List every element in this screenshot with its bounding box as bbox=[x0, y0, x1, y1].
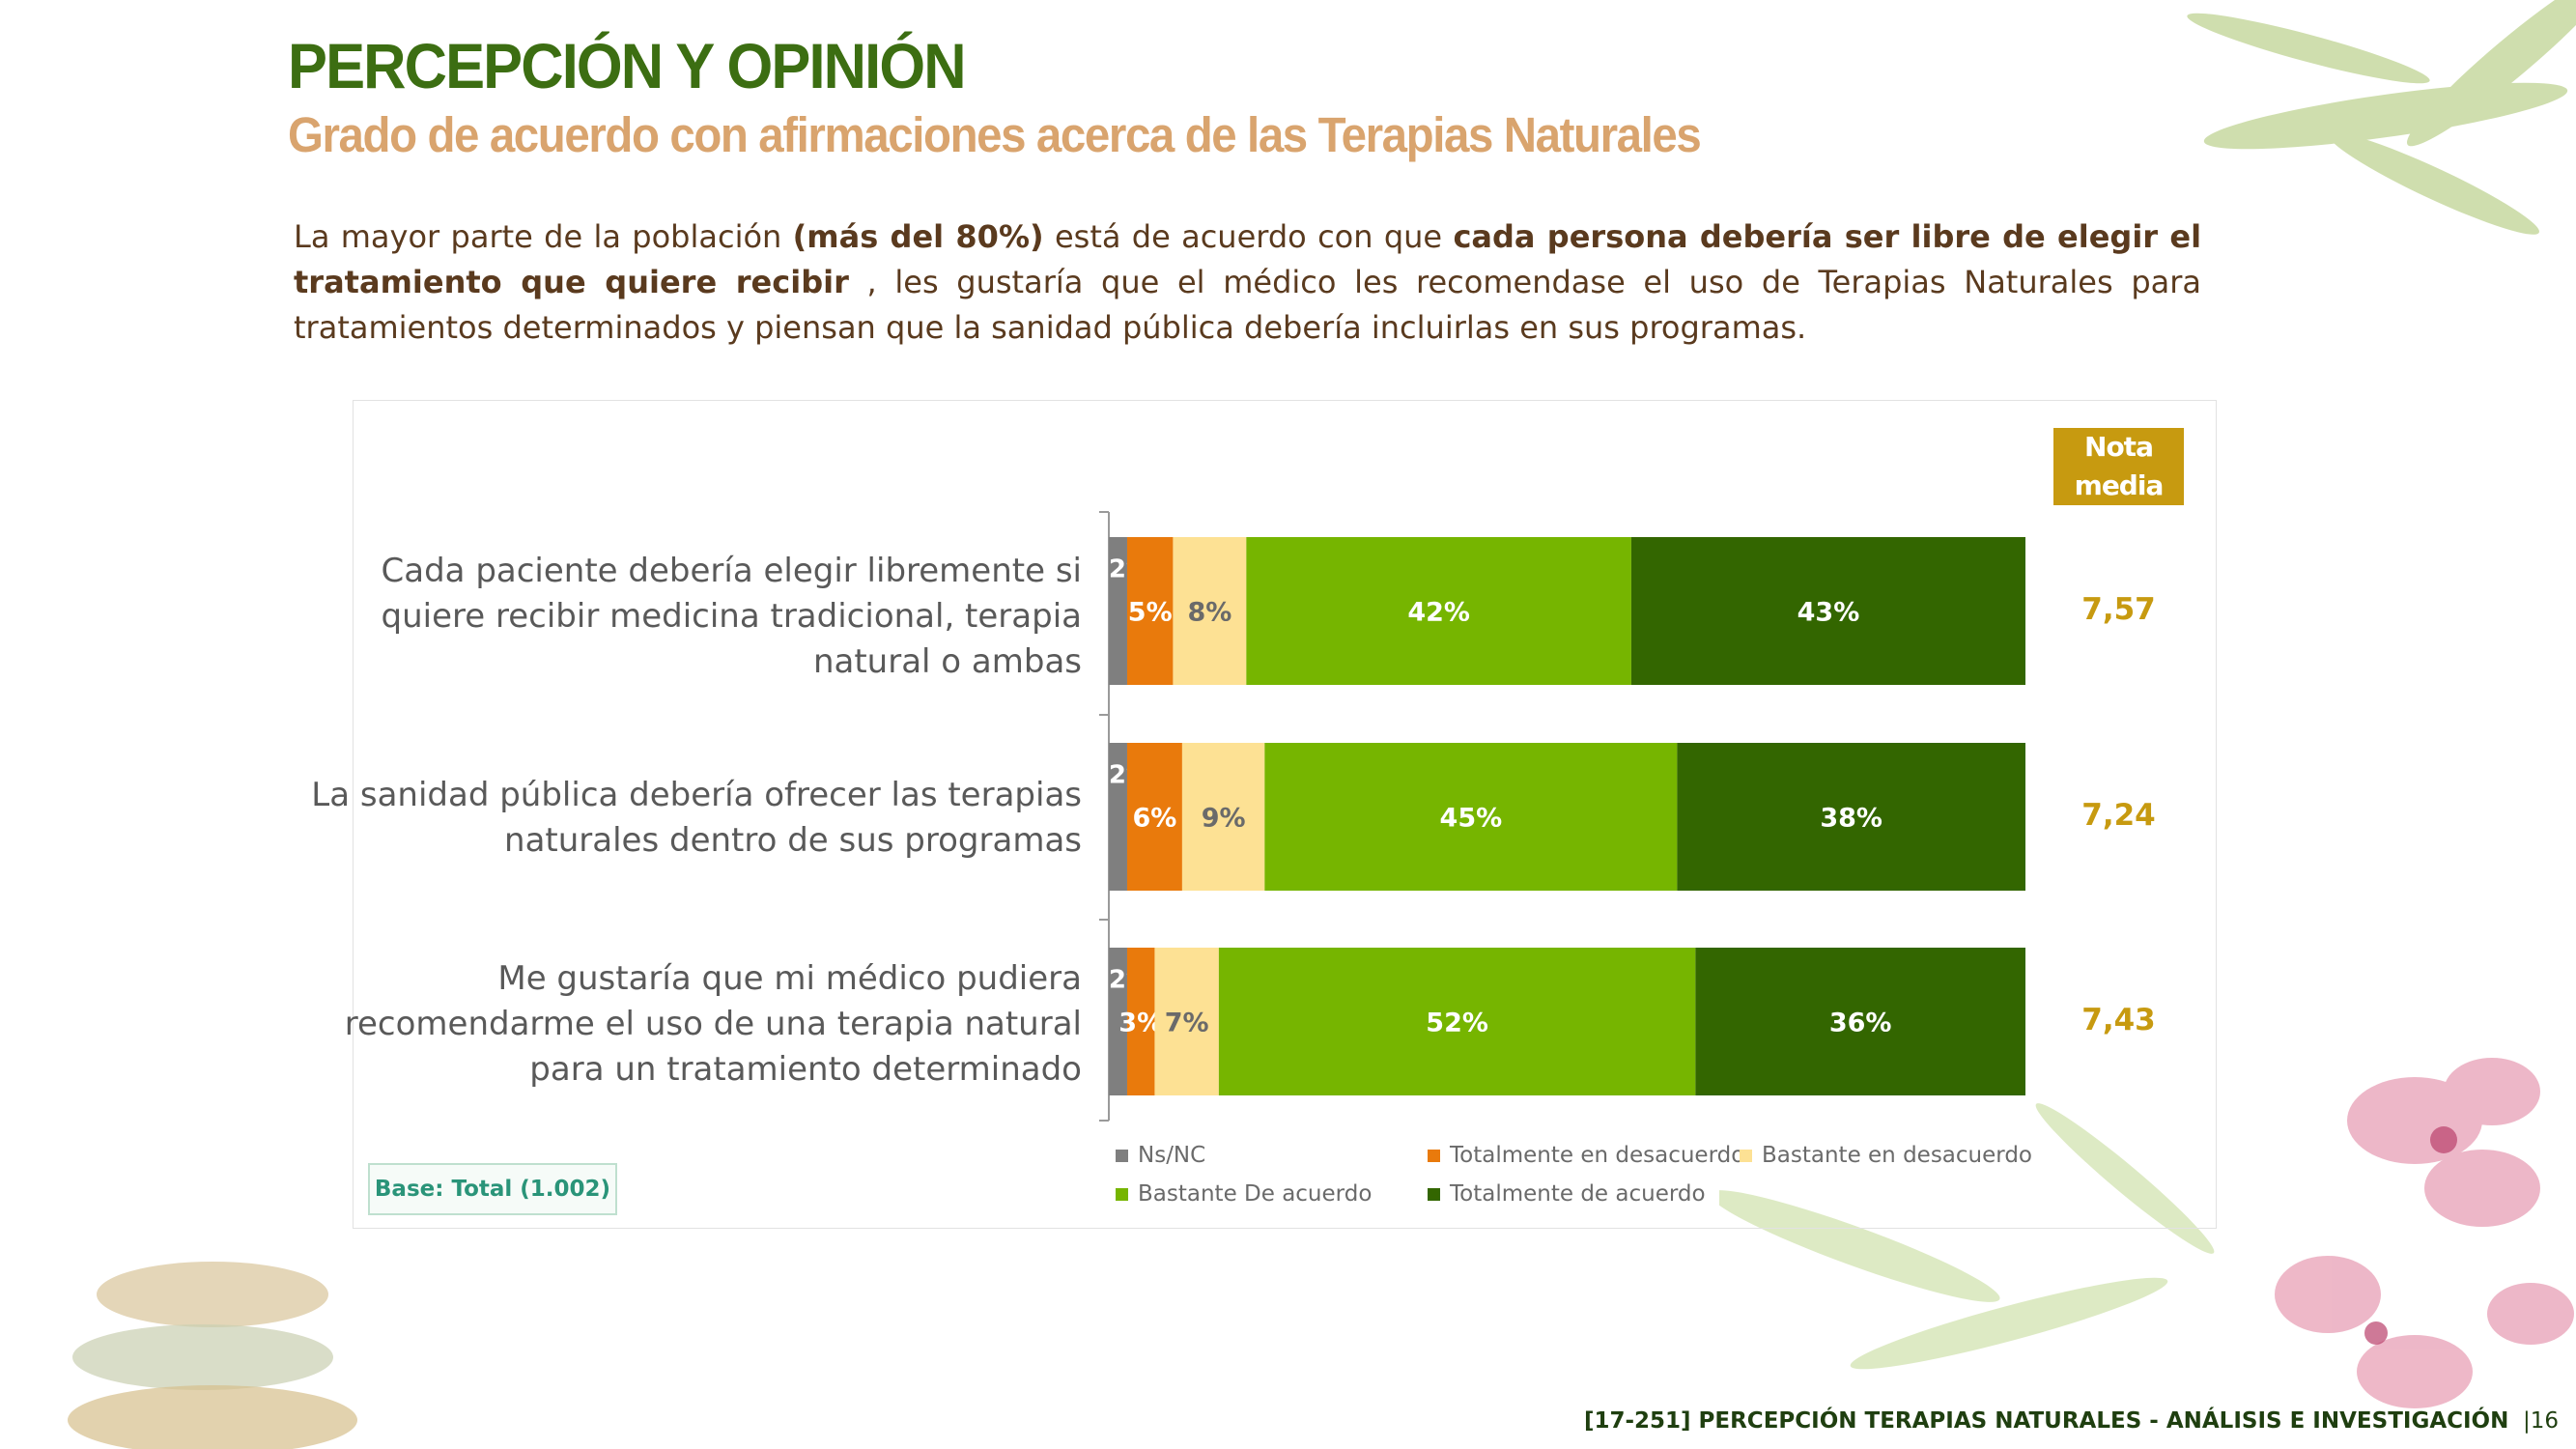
bar-data-label: 36% bbox=[1829, 1009, 1892, 1038]
bar-segment bbox=[1109, 743, 1127, 891]
bar-segment bbox=[1126, 537, 1174, 685]
bar-data-label: 38% bbox=[1820, 804, 1882, 834]
bar-segment bbox=[1109, 948, 1127, 1095]
bar-data-label: 45% bbox=[1440, 804, 1503, 834]
category-label: Cada paciente debería elegir libremente … bbox=[381, 552, 1082, 681]
category-label: La sanidad pública debería ofrecer las t… bbox=[311, 776, 1082, 860]
bar-segment bbox=[1126, 743, 1182, 891]
nota-media-header: Nota media bbox=[2053, 428, 2184, 505]
bar-segment bbox=[1264, 743, 1678, 891]
intro-paragraph: La mayor parte de la población (más del … bbox=[294, 218, 2202, 346]
legend-label: Bastante De acuerdo bbox=[1138, 1181, 1373, 1207]
legend-swatch bbox=[1116, 1188, 1128, 1201]
legend-label: Totalmente de acuerdo bbox=[1450, 1181, 1706, 1207]
bar-data-label: 52% bbox=[1426, 1009, 1488, 1038]
bar-data-label: 43% bbox=[1798, 598, 1860, 628]
bar-segment bbox=[1109, 537, 1127, 685]
bar-segment bbox=[1181, 743, 1265, 891]
legend-label: Ns/NC bbox=[1138, 1143, 1206, 1168]
bar-data-label: 42% bbox=[1407, 598, 1470, 628]
bar-segment bbox=[1630, 537, 2025, 685]
bar-segment bbox=[1218, 948, 1696, 1095]
legend-item: Bastante De acuerdo bbox=[1116, 1181, 1372, 1207]
bar-segment bbox=[1695, 948, 2025, 1095]
legend-swatch bbox=[1428, 1150, 1440, 1162]
nota-media-value: 7,43 bbox=[2081, 1002, 2156, 1037]
bar-data-label: 8% bbox=[1187, 598, 1231, 628]
footer: [17-251] PERCEPCIÓN TERAPIAS NATURALES -… bbox=[1583, 1408, 2559, 1434]
legend-item: Totalmente de acuerdo bbox=[1428, 1181, 1706, 1207]
legend-label: Totalmente en desacuerdo bbox=[1450, 1143, 1745, 1168]
chart-frame bbox=[353, 400, 2217, 1229]
legend-swatch bbox=[1116, 1150, 1128, 1162]
base-label: Base: Total (1.002) bbox=[368, 1163, 617, 1215]
bar-data-label: 9% bbox=[1202, 804, 1246, 834]
legend-item: Totalmente en desacuerdo bbox=[1428, 1143, 1744, 1168]
bar-segment bbox=[1246, 537, 1631, 685]
bar-segment bbox=[1677, 743, 2025, 891]
bar-data-label: 5% bbox=[1128, 598, 1173, 628]
page-title: PERCEPCIÓN Y OPINIÓN bbox=[288, 30, 967, 101]
leaves-decoration bbox=[2187, 0, 2576, 235]
legend-label: Bastante en desacuerdo bbox=[1762, 1143, 2032, 1168]
legend-item: Ns/NC bbox=[1116, 1143, 1205, 1168]
category-label: Me gustaría que mi médico pudiera recome… bbox=[344, 959, 1082, 1089]
orchid-decoration bbox=[1719, 1058, 2574, 1408]
legend-item: Bastante en desacuerdo bbox=[1740, 1143, 2032, 1168]
nota-media-value: 7,57 bbox=[2081, 591, 2156, 627]
bar-data-label: 6% bbox=[1133, 804, 1177, 834]
legend-swatch bbox=[1428, 1188, 1440, 1201]
bar-segment bbox=[1126, 948, 1155, 1095]
bar-segment bbox=[1154, 948, 1219, 1095]
stones-decoration bbox=[68, 1262, 357, 1449]
legend-swatch bbox=[1740, 1150, 1752, 1162]
nota-media-value: 7,24 bbox=[2081, 797, 2156, 833]
bar-data-label: 7% bbox=[1165, 1009, 1209, 1038]
bar-segment bbox=[1173, 537, 1247, 685]
page-subtitle: Grado de acuerdo con afirmaciones acerca… bbox=[288, 107, 1702, 162]
